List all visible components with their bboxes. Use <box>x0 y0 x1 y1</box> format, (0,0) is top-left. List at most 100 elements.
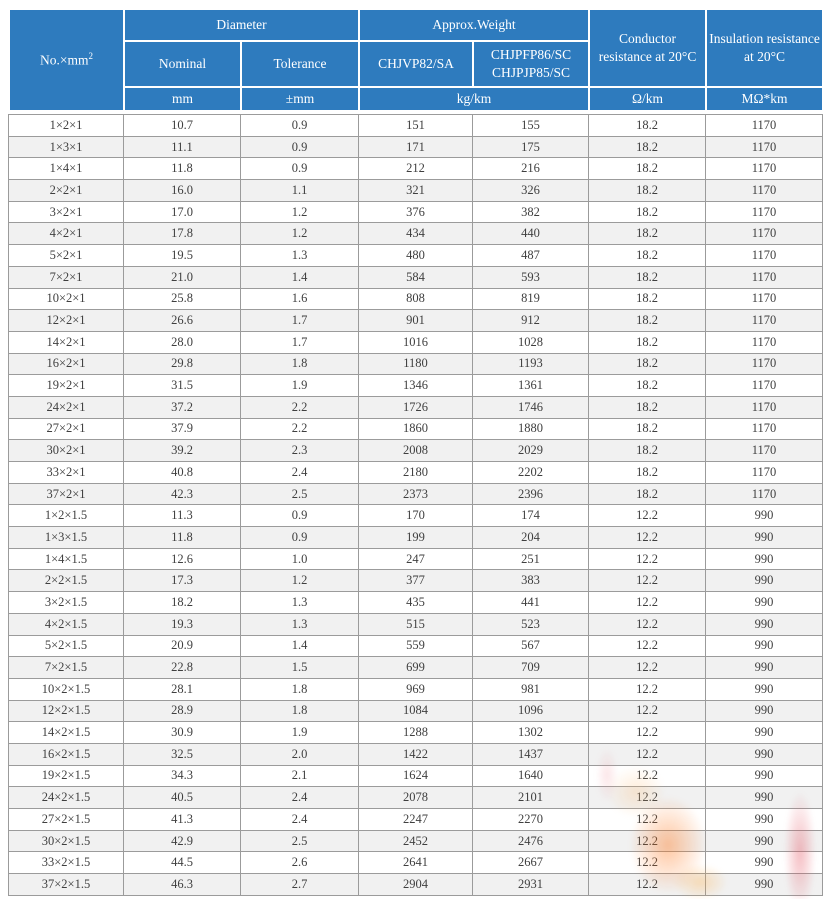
cell-spec: 24×2×1.5 <box>8 786 124 809</box>
header-diameter: Diameter <box>122 8 361 42</box>
cell-tolerance-diameter: 1.3 <box>240 591 359 614</box>
table-row: 16×2×1 29.8 1.8 1180 1193 18.2 1170 <box>8 352 823 376</box>
cell-weight-chjvp82-sa: 1084 <box>358 699 473 723</box>
cell-spec: 4×2×1.5 <box>8 612 124 636</box>
cell-weight-chjpfp86-sc: 440 <box>472 222 589 246</box>
cell-weight-chjpfp86-sc: 487 <box>472 244 589 267</box>
cell-weight-chjpfp86-sc: 155 <box>472 114 589 137</box>
cell-tolerance-diameter: 0.9 <box>240 114 359 137</box>
cell-spec: 2×2×1.5 <box>8 569 124 593</box>
cell-insulation-resistance: 990 <box>705 742 823 766</box>
cell-weight-chjvp82-sa: 2078 <box>358 786 473 809</box>
cell-spec: 12×2×1.5 <box>8 699 124 723</box>
cell-insulation-resistance: 1170 <box>705 309 823 332</box>
cell-weight-chjvp82-sa: 2247 <box>358 808 473 831</box>
cell-weight-chjpfp86-sc: 1096 <box>472 699 589 723</box>
cell-tolerance-diameter: 0.9 <box>240 135 359 159</box>
cell-weight-chjpfp86-sc: 1746 <box>472 395 589 419</box>
cell-insulation-resistance: 990 <box>705 873 823 896</box>
cell-insulation-resistance: 1170 <box>705 287 823 311</box>
cell-spec: 30×2×1 <box>8 439 124 462</box>
cell-tolerance-diameter: 0.9 <box>240 526 359 549</box>
cell-nominal-diameter: 39.2 <box>123 439 241 462</box>
cell-tolerance-diameter: 1.2 <box>240 222 359 246</box>
cell-conductor-resistance: 12.2 <box>588 699 706 723</box>
cell-spec: 5×2×1.5 <box>8 634 124 658</box>
cell-weight-chjpfp86-sc: 2667 <box>472 851 589 875</box>
cell-insulation-resistance: 990 <box>705 547 823 571</box>
cell-nominal-diameter: 34.3 <box>123 764 241 788</box>
table-row: 37×2×1.5 46.3 2.7 2904 2931 12.2 990 <box>8 873 823 896</box>
cell-conductor-resistance: 12.2 <box>588 612 706 636</box>
cell-spec: 16×2×1 <box>8 352 124 376</box>
cell-spec: 7×2×1.5 <box>8 656 124 679</box>
cell-nominal-diameter: 42.3 <box>123 482 241 506</box>
header-weight-type-2: CHJPFP86/SC CHJPJP85/SC <box>472 40 591 88</box>
cell-spec: 33×2×1 <box>8 461 124 484</box>
cell-nominal-diameter: 17.3 <box>123 569 241 593</box>
cell-weight-chjpfp86-sc: 382 <box>472 200 589 224</box>
cell-conductor-resistance: 18.2 <box>588 395 706 419</box>
cell-conductor-resistance: 18.2 <box>588 265 706 289</box>
cell-conductor-resistance: 12.2 <box>588 677 706 701</box>
table-row: 4×2×1.5 19.3 1.3 515 523 12.2 990 <box>8 612 823 636</box>
cell-spec: 4×2×1 <box>8 222 124 246</box>
cell-insulation-resistance: 1170 <box>705 244 823 267</box>
cell-conductor-resistance: 12.2 <box>588 851 706 875</box>
table-row: 5×2×1.5 20.9 1.4 559 567 12.2 990 <box>8 634 823 658</box>
cell-weight-chjpfp86-sc: 2202 <box>472 461 589 484</box>
cell-weight-chjpfp86-sc: 1880 <box>472 417 589 441</box>
cell-tolerance-diameter: 1.4 <box>240 265 359 289</box>
cell-tolerance-diameter: 2.6 <box>240 851 359 875</box>
cell-spec: 1×4×1 <box>8 157 124 181</box>
cell-tolerance-diameter: 1.1 <box>240 179 359 202</box>
cell-insulation-resistance: 990 <box>705 526 823 549</box>
cell-weight-chjpfp86-sc: 2029 <box>472 439 589 462</box>
cell-conductor-resistance: 18.2 <box>588 287 706 311</box>
cell-conductor-resistance: 12.2 <box>588 591 706 614</box>
cell-weight-chjvp82-sa: 1346 <box>358 374 473 397</box>
cell-weight-chjvp82-sa: 199 <box>358 526 473 549</box>
cell-nominal-diameter: 12.6 <box>123 547 241 571</box>
cell-nominal-diameter: 11.8 <box>123 157 241 181</box>
cell-spec: 1×3×1.5 <box>8 526 124 549</box>
cell-weight-chjvp82-sa: 901 <box>358 309 473 332</box>
cell-insulation-resistance: 1170 <box>705 265 823 289</box>
header-no-mm2: No.×mm2 <box>8 8 125 112</box>
cell-tolerance-diameter: 1.3 <box>240 244 359 267</box>
cell-conductor-resistance: 12.2 <box>588 634 706 658</box>
spec-table-body: 1×2×1 10.7 0.9 151 155 18.2 1170 1×3×1 11.1 0.9 17… <box>8 114 823 896</box>
table-row: 10×2×1 25.8 1.6 808 819 18.2 1170 <box>8 287 823 311</box>
cell-nominal-diameter: 41.3 <box>123 808 241 831</box>
cell-insulation-resistance: 1170 <box>705 200 823 224</box>
cell-conductor-resistance: 12.2 <box>588 764 706 788</box>
cell-weight-chjvp82-sa: 515 <box>358 612 473 636</box>
table-row: 14×2×1.5 30.9 1.9 1288 1302 12.2 990 <box>8 721 823 744</box>
table-row: 7×2×1.5 22.8 1.5 699 709 12.2 990 <box>8 656 823 679</box>
cell-spec: 1×3×1 <box>8 135 124 159</box>
cell-tolerance-diameter: 0.9 <box>240 504 359 528</box>
cell-weight-chjvp82-sa: 247 <box>358 547 473 571</box>
cell-weight-chjvp82-sa: 2641 <box>358 851 473 875</box>
table-row: 33×2×1.5 44.5 2.6 2641 2667 12.2 990 <box>8 851 823 875</box>
cell-weight-chjpfp86-sc: 441 <box>472 591 589 614</box>
cell-conductor-resistance: 18.2 <box>588 439 706 462</box>
header-insulation-resistance: Insulation resistance at 20°C <box>705 8 825 88</box>
cell-insulation-resistance: 990 <box>705 504 823 528</box>
cell-weight-chjvp82-sa: 435 <box>358 591 473 614</box>
cell-conductor-resistance: 18.2 <box>588 461 706 484</box>
cell-nominal-diameter: 30.9 <box>123 721 241 744</box>
cell-weight-chjpfp86-sc: 1302 <box>472 721 589 744</box>
header-weight-type-2-line1: CHJPFP86/SC <box>490 46 572 62</box>
cell-spec: 27×2×1 <box>8 417 124 441</box>
cell-insulation-resistance: 990 <box>705 634 823 658</box>
table-row: 3×2×1 17.0 1.2 376 382 18.2 1170 <box>8 200 823 224</box>
cell-tolerance-diameter: 1.0 <box>240 547 359 571</box>
cell-spec: 3×2×1 <box>8 200 124 224</box>
cell-weight-chjpfp86-sc: 326 <box>472 179 589 202</box>
cell-conductor-resistance: 12.2 <box>588 742 706 766</box>
unit-insulation: MΩ*km <box>705 86 825 112</box>
cell-tolerance-diameter: 1.9 <box>240 374 359 397</box>
unit-tolerance: ±mm <box>239 86 361 112</box>
table-row: 1×4×1 11.8 0.9 212 216 18.2 1170 <box>8 157 823 181</box>
